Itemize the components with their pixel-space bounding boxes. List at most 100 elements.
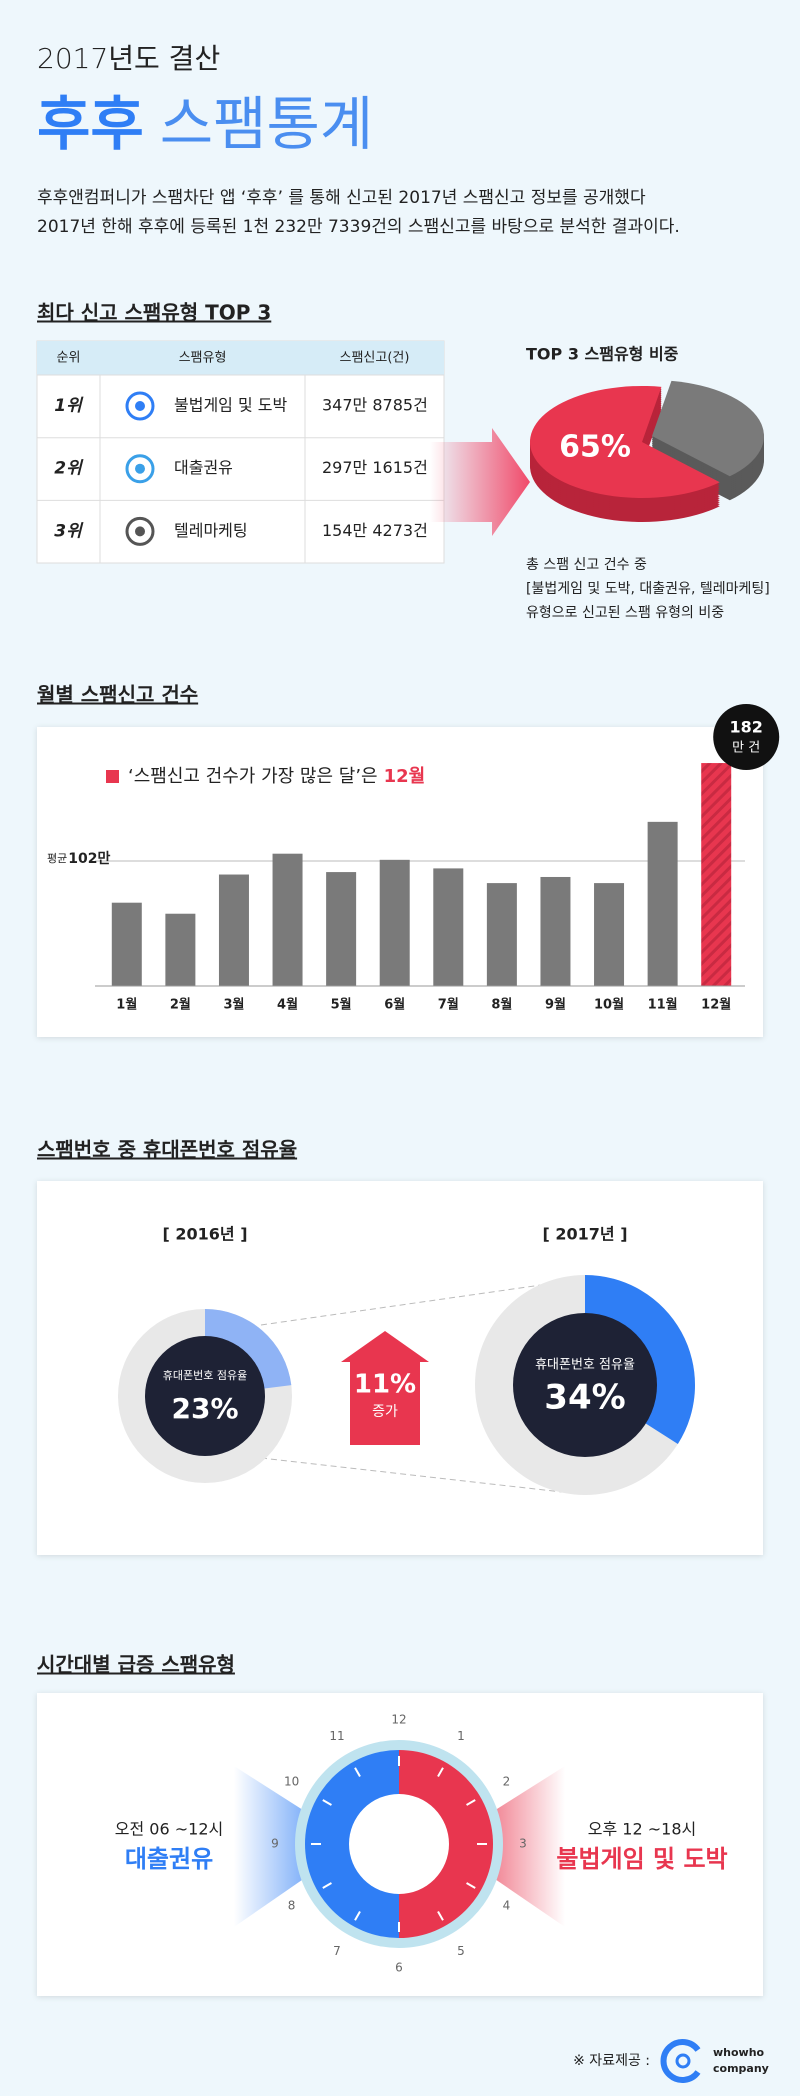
table-header bbox=[37, 341, 444, 375]
title-strong: 후후 bbox=[37, 90, 144, 158]
connector bbox=[260, 1457, 563, 1493]
donut-arc bbox=[585, 1275, 695, 1444]
x-tick-label: 2월 bbox=[170, 997, 191, 1013]
pie-rest bbox=[652, 380, 765, 477]
rank: 1위 bbox=[54, 396, 84, 416]
pie-slice bbox=[530, 386, 720, 499]
afternoon-time: 오후 12 ~18시 bbox=[588, 1820, 696, 1839]
type-icon bbox=[125, 391, 155, 421]
subtitle: 2017년도 결산 bbox=[37, 42, 220, 75]
table bbox=[36, 340, 445, 564]
spam-type: 불법게임 및 도박 bbox=[174, 396, 287, 415]
clock-tick bbox=[466, 1799, 476, 1806]
type-icon bbox=[135, 526, 145, 537]
pie-title: TOP 3 스팸유형 비중 bbox=[526, 345, 679, 364]
donut-year: [ 2017년 ] bbox=[542, 1225, 627, 1244]
description: 2017년 한해 후후에 등록된 1천 232만 7339건의 스팸신고를 바탕… bbox=[37, 217, 680, 237]
x-tick-label: 7월 bbox=[438, 997, 459, 1013]
bar bbox=[165, 913, 196, 986]
clock-number: 3 bbox=[519, 1837, 527, 1851]
reference-value: 102만 bbox=[68, 851, 110, 867]
spam-count: 347만 8785건 bbox=[322, 396, 428, 415]
legend: ‘스팸신고 건수가 가장 많은 달’은 bbox=[128, 766, 378, 787]
clock-tick bbox=[354, 1911, 361, 1921]
clock-tick bbox=[437, 1767, 444, 1777]
clock-number: 11 bbox=[329, 1729, 344, 1743]
increase-arrow bbox=[341, 1331, 429, 1445]
connector bbox=[260, 1281, 563, 1326]
ray bbox=[234, 1766, 328, 1927]
legend-month: 12월 bbox=[384, 766, 426, 787]
title-light: 스팸통계 bbox=[160, 90, 373, 158]
clock-number: 2 bbox=[503, 1775, 511, 1789]
pie-note: 총 스팸 신고 건수 중 bbox=[526, 557, 647, 573]
donut-value: 23% bbox=[171, 1392, 238, 1425]
clock-center bbox=[349, 1794, 449, 1894]
x-tick-label: 9월 bbox=[545, 997, 566, 1013]
clock-tick bbox=[322, 1799, 332, 1806]
donut-caption: 휴대폰번호 점유율 bbox=[163, 1369, 247, 1382]
increase-caption: 증가 bbox=[372, 1404, 398, 1420]
logo bbox=[675, 2053, 691, 2069]
legend-swatch bbox=[106, 770, 119, 783]
source: ※ 자료제공 : bbox=[573, 2053, 650, 2069]
spam-type: 대출권유 bbox=[174, 458, 233, 477]
clock-number: 9 bbox=[271, 1837, 279, 1851]
clock-number: 10 bbox=[284, 1775, 299, 1789]
bar bbox=[647, 821, 678, 986]
donut-center bbox=[513, 1313, 657, 1457]
x-tick-label: 4월 bbox=[277, 997, 298, 1013]
x-tick-label: 3월 bbox=[223, 997, 244, 1013]
type-icon bbox=[125, 516, 155, 546]
donut-arc bbox=[205, 1309, 292, 1389]
table-header-cell: 순위 bbox=[57, 351, 81, 366]
spam-type: 텔레마케팅 bbox=[174, 521, 248, 540]
clock-tick bbox=[466, 1882, 476, 1889]
clock-number: 7 bbox=[333, 1944, 341, 1958]
clock-number: 8 bbox=[288, 1899, 296, 1913]
x-tick-label: 6월 bbox=[384, 997, 405, 1013]
bar bbox=[701, 763, 732, 986]
x-tick-label: 12월 bbox=[701, 997, 731, 1013]
description: 후후앤컴퍼니가 스팸차단 앱 ‘후후’ 를 통해 신고된 2017년 스팸신고 … bbox=[37, 188, 646, 208]
logo-text: company bbox=[713, 2062, 769, 2075]
bar bbox=[272, 853, 303, 986]
bubble-value: 182 bbox=[730, 718, 763, 737]
donut-caption: 휴대폰번호 점유율 bbox=[535, 1358, 635, 1373]
bar bbox=[433, 868, 464, 986]
rank: 3위 bbox=[54, 521, 84, 541]
clock-tick bbox=[354, 1767, 361, 1777]
rank: 2위 bbox=[54, 459, 84, 479]
table-header-cell: 스팸유형 bbox=[179, 351, 227, 366]
bar bbox=[594, 883, 625, 986]
bubble bbox=[713, 704, 780, 770]
x-tick-label: 1월 bbox=[116, 997, 137, 1013]
pie-note: [불법게임 및 도박, 대출권유, 텔레마케팅] bbox=[526, 581, 770, 597]
type-icon bbox=[125, 454, 155, 484]
x-tick-label: 10월 bbox=[594, 997, 624, 1013]
donut-year: [ 2016년 ] bbox=[162, 1225, 247, 1244]
clock-number: 4 bbox=[503, 1899, 511, 1913]
bar bbox=[111, 902, 142, 986]
spam-count: 154만 4273건 bbox=[322, 521, 428, 540]
clock-tick bbox=[437, 1911, 444, 1921]
bar bbox=[326, 872, 357, 986]
clock-number: 12 bbox=[391, 1713, 406, 1727]
x-tick-label: 11월 bbox=[648, 997, 678, 1013]
bar bbox=[218, 874, 249, 986]
table-header-cell: 스팸신고(건) bbox=[340, 351, 410, 366]
bar bbox=[379, 859, 410, 986]
bar bbox=[486, 883, 517, 986]
reference-label: 평균 bbox=[47, 852, 67, 865]
x-tick-label: 5월 bbox=[331, 997, 352, 1013]
clock-tick bbox=[322, 1882, 332, 1889]
pie-note: 유형으로 신고된 스팸 유형의 비중 bbox=[526, 605, 724, 621]
clock-number: 1 bbox=[457, 1729, 465, 1743]
clock-number: 6 bbox=[395, 1961, 403, 1975]
type-icon bbox=[135, 401, 145, 411]
section-title: 최다 신고 스팸유형 TOP 3 bbox=[37, 301, 271, 325]
bar bbox=[540, 876, 571, 986]
bubble-unit: 만 건 bbox=[732, 741, 760, 756]
spam-count: 297만 1615건 bbox=[322, 458, 428, 477]
